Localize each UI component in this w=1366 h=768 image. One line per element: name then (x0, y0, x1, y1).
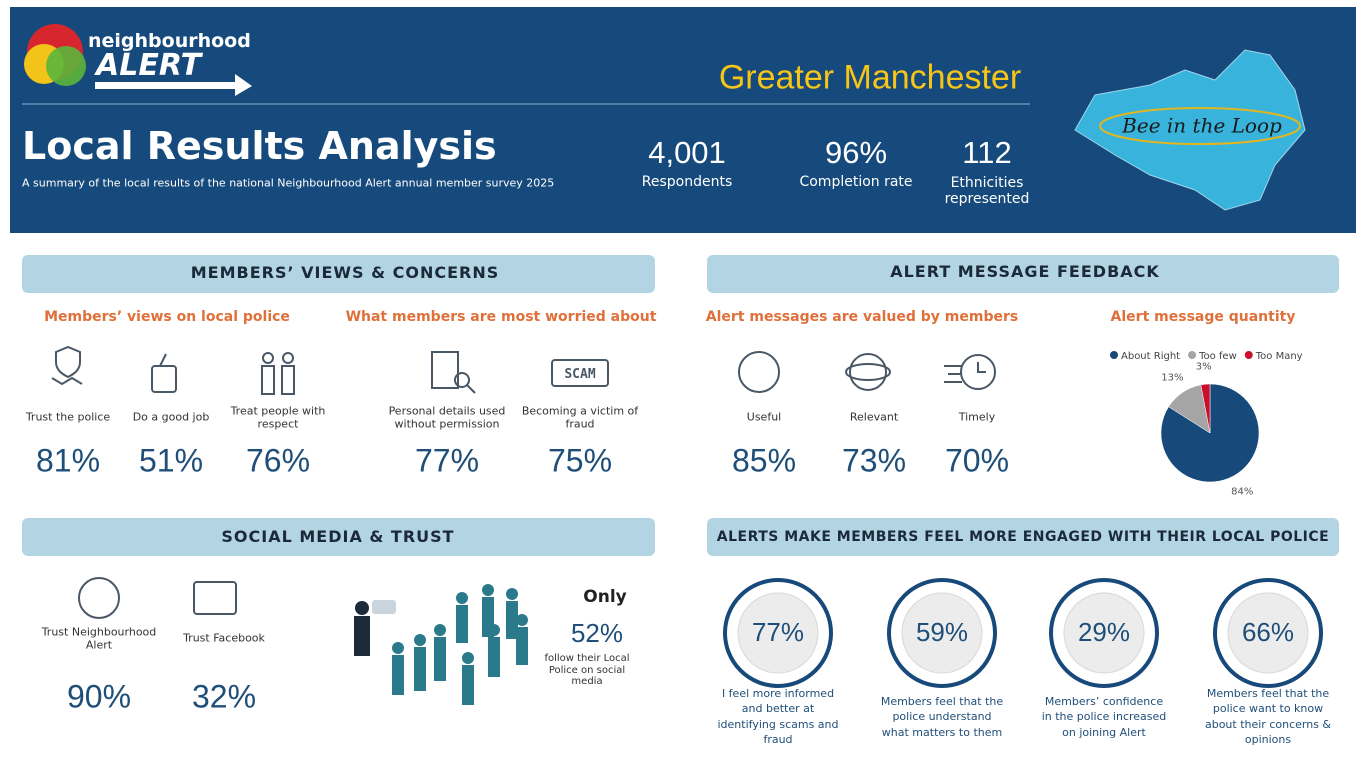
subsection-title: Alert message quantity (1110, 308, 1296, 325)
legend-swatch (1244, 351, 1253, 359)
ring-label: Members’ confidence in the police increa… (1041, 694, 1167, 739)
page-subtitle: A summary of the local results of the na… (22, 176, 555, 190)
subsection-title: What members are most worried about (345, 308, 657, 325)
crowd-illustration (354, 584, 528, 705)
item-value: 73% (841, 442, 907, 479)
engaged-rings (723, 578, 1323, 688)
scam-icon-text: SCAM (564, 367, 595, 382)
item-label: Timely (958, 410, 996, 424)
item-label: Do a good job (132, 410, 210, 424)
section-heading: MEMBERS’ VIEWS & CONCERNS (190, 262, 500, 282)
ring-inner (737, 592, 819, 674)
ring-value: 66% (1241, 617, 1295, 648)
item-value: 51% (138, 442, 204, 479)
stat-value: 4,001 (648, 135, 726, 171)
item-value: 90% (66, 678, 132, 715)
logo-line1: neighbourhood (88, 30, 251, 53)
icons (51, 345, 996, 619)
logo-line2: ALERT (96, 47, 202, 83)
pie-value-label: 3% (1196, 361, 1212, 372)
item-value: 77% (414, 442, 480, 479)
item-label: Trust the police (25, 410, 111, 424)
item-value: 75% (547, 442, 613, 479)
pie-value-label: 84% (1231, 487, 1253, 498)
legend-label: Too few (1198, 351, 1237, 362)
badge-text: Bee in the Loop (1122, 113, 1282, 138)
pie-chart: 84% 13% 3% About Right Too few Too Many (1110, 351, 1303, 498)
section-headers (22, 255, 1339, 556)
item-label: Trust Facebook (183, 631, 265, 645)
ring-label: Members feel that the police want to kno… (1204, 687, 1332, 747)
region-map (1074, 49, 1306, 211)
item-value: 85% (731, 442, 797, 479)
ring-label: I feel more informed and better at ident… (717, 687, 839, 747)
item-value: 81% (35, 442, 101, 479)
stat-label: Ethnicities represented (944, 174, 1030, 207)
item-value: 32% (191, 678, 257, 715)
follow-value: 52% (570, 618, 624, 649)
section-heading: SOCIAL MEDIA & TRUST (221, 526, 455, 546)
section-heading: ALERTS MAKE MEMBERS FEEL MORE ENGAGED WI… (716, 528, 1330, 545)
badge-ring (1099, 107, 1301, 145)
logo-mark (24, 24, 252, 96)
legend-label: About Right (1121, 351, 1180, 362)
ring-inner (901, 592, 983, 674)
subsection-title: Members’ views on local police (44, 308, 290, 325)
item-value: 70% (944, 442, 1010, 479)
ring-inner (1227, 592, 1309, 674)
stat-label: Completion rate (799, 173, 913, 190)
ring-value: 59% (915, 617, 969, 648)
item-label: Becoming a victim of fraud (521, 404, 639, 430)
ring-value: 29% (1077, 617, 1131, 648)
pie-value-label: 13% (1161, 373, 1183, 384)
legend-label: Too Many (1255, 351, 1303, 362)
ring-inner (1063, 592, 1145, 674)
legend-swatch (1110, 351, 1118, 359)
item-value: 76% (245, 442, 311, 479)
item-label: Personal details used without permission (388, 404, 506, 430)
ring-label: Members feel that the police understand … (880, 694, 1004, 739)
page-title: Local Results Analysis (22, 124, 497, 169)
follow-lead: Only (583, 587, 627, 608)
stat-value: 96% (824, 135, 888, 171)
item-label: Trust Neighbourhood Alert (41, 625, 157, 651)
stat-value: 112 (962, 135, 1012, 171)
stat-label: Respondents (641, 173, 733, 190)
subsection-title: Alert messages are valued by members (705, 308, 1019, 325)
follow-label: follow their Local Police on social medi… (544, 652, 630, 687)
pie-slice (1200, 383, 1211, 434)
section-heading: ALERT MESSAGE FEEDBACK (890, 261, 1160, 281)
item-label: Treat people with respect (230, 404, 326, 430)
item-label: Useful (746, 410, 782, 424)
item-label: Relevant (849, 410, 899, 424)
ring-value: 77% (751, 617, 805, 648)
legend-swatch (1188, 351, 1197, 359)
region-name: Greater Manchester (718, 58, 1022, 97)
